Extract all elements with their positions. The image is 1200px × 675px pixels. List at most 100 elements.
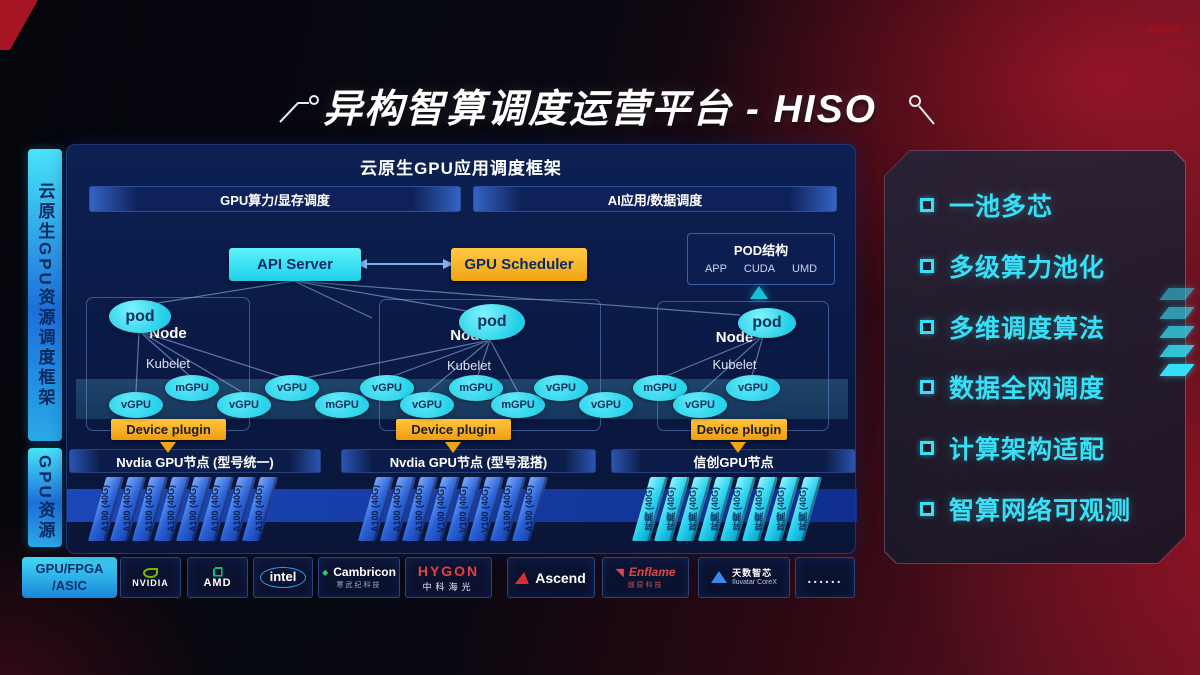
hw-type-line2: /ASIC <box>52 577 87 593</box>
vgpu-ellipse: vGPU <box>109 392 163 418</box>
stripe-icon <box>1159 345 1195 357</box>
device-plugin-3: Device plugin <box>691 419 787 440</box>
vgpu-ellipse: vGPU <box>265 375 319 401</box>
pod-ellipse-2: pod <box>459 304 525 340</box>
square-bullet-icon <box>920 259 934 273</box>
corner-accent <box>0 0 38 50</box>
pod-structure-items: APP CUDA UMD <box>688 263 834 275</box>
enflame-logo-icon: ◥ <box>615 566 624 579</box>
ascend-logo-icon <box>514 571 532 584</box>
features-panel: 一池多芯多级算力池化 多维调度算法 数据全网调度 计算架构适配 智算网络可观测 <box>884 150 1186 564</box>
node-label-1: Node <box>149 325 187 342</box>
stripe-icon <box>1159 364 1195 376</box>
stripe-icon <box>1159 288 1195 300</box>
device-plugin-arrow-icon <box>445 442 461 453</box>
gpu-compute-scheduling-label: GPU算力/显存调度 <box>220 192 330 208</box>
kubelet-label-2: Kubelet <box>446 358 492 373</box>
square-bullet-icon <box>920 502 934 516</box>
circuit-deco-left <box>279 95 319 123</box>
square-bullet-icon <box>920 198 934 212</box>
hygon-logo-text: HYGON <box>417 562 480 579</box>
gpu-card-row-2: A100 (40G) A100 (40G) A100 (40G) V100 (40G)… <box>357 477 549 541</box>
nvidia-logo: NVIDIA <box>120 557 181 598</box>
nvidia-logo-text: NVIDIA <box>132 577 169 588</box>
pod-ellipse-1: pod <box>109 300 171 333</box>
stripe-icon <box>1159 307 1195 319</box>
feature-item: 计算架构适配 <box>920 430 1172 466</box>
feature-label: 智算网络可观测 <box>949 497 1132 526</box>
nvidia-logo-icon <box>143 567 158 578</box>
feature-label: 数据全网调度 <box>949 375 1106 404</box>
hw-type-line1: GPU/FPGA <box>35 560 104 576</box>
top-right-streak <box>1143 26 1183 33</box>
feature-item: 多级算力池化 <box>920 248 1172 284</box>
hygon-logo: HYGON 中科海光 <box>405 557 492 598</box>
main-architecture-panel: 云原生GPU应用调度框架 GPU算力/显存调度 AI应用/数据调度 API Se… <box>66 144 857 554</box>
vgpu-ellipse: vGPU <box>579 392 633 418</box>
pod-item-umd: UMD <box>792 263 818 275</box>
pod-ellipse-3: pod <box>738 308 796 338</box>
node-group-header-2: Nvdia GPU节点 (型号混搭) <box>341 449 596 473</box>
vgpu-ellipse: vGPU <box>217 392 271 418</box>
feature-label: 计算架构适配 <box>949 436 1106 465</box>
node-group-header-1: Nvdia GPU节点 (型号统一) <box>69 449 321 473</box>
pod-item-cuda: CUDA <box>743 263 776 275</box>
gpu-compute-scheduling-bar: GPU算力/显存调度 <box>89 186 461 212</box>
iluvatar-logo-row: 天数智芯 Iluvatar CoreX <box>711 568 777 586</box>
vgpu-ellipse: vGPU <box>673 392 727 418</box>
hazard-stripes <box>1159 288 1195 383</box>
cambricon-logo-icon: ◆ <box>322 567 329 577</box>
device-plugin-1: Device plugin <box>111 419 226 440</box>
feature-item: 智算网络可观测 <box>920 491 1172 527</box>
hygon-logo-subtext: 中科海光 <box>422 581 475 592</box>
more-logo: ...... <box>795 557 855 598</box>
cambricon-logo-text: Cambricon <box>333 565 396 579</box>
sidebar-scheduling-framework-label: 云原生GPU资源调度框架 <box>35 182 55 408</box>
iluvatar-logo-textcol: 天数智芯 Iluvatar CoreX <box>732 568 777 586</box>
sidebar-gpu-resources: GPU资源 <box>28 448 62 547</box>
top-right-streak <box>1157 40 1197 47</box>
intel-logo: intel <box>253 557 313 598</box>
ascend-logo: Ascend <box>507 557 595 598</box>
feature-label: 一池多芯 <box>949 192 1054 221</box>
panel-title: 云原生GPU应用调度框架 <box>360 159 562 178</box>
enflame-logo-text: Enflame <box>628 565 676 579</box>
feature-label: 多维调度算法 <box>949 314 1106 343</box>
hw-type-box: GPU/FPGA /ASIC <box>22 557 117 598</box>
feature-label: 多级算力池化 <box>949 253 1106 282</box>
gpu-card-row-3: 昇腾 (40G) 昇腾 (40G) 昇腾 (40G) 昇腾 (40G) 昇腾 (40G)… <box>631 477 823 541</box>
vgpu-ellipse: vGPU <box>534 375 588 401</box>
mgpu-ellipse: mGPU <box>315 392 369 418</box>
iluvatar-logo: 天数智芯 Iluvatar CoreX <box>698 557 790 598</box>
gpu-scheduler-box: GPU Scheduler <box>451 248 587 281</box>
more-vendors-text: ...... <box>807 569 843 586</box>
pod-structure-box: POD结构 APP CUDA UMD <box>687 233 835 285</box>
square-bullet-icon <box>920 320 934 334</box>
feature-item: 一池多芯 <box>920 187 1172 223</box>
circuit-deco-right <box>909 95 935 125</box>
device-plugin-arrow-icon <box>160 442 176 453</box>
gpu-card-row-1: A100 (40G) A100 (40G) A100 (40G) A100 (40G)… <box>87 477 279 541</box>
intel-logo-text: intel <box>259 567 307 588</box>
feature-item: 多维调度算法 <box>920 309 1172 345</box>
mgpu-ellipse: mGPU <box>165 375 219 401</box>
cambricon-logo-subtext: 寒武纪科技 <box>336 582 382 589</box>
kubelet-label-3: Kubelet <box>712 357 757 372</box>
ascend-logo-text: Ascend <box>535 569 586 586</box>
enflame-logo-subtext: 燧原科技 <box>627 582 664 589</box>
sidebar-scheduling-framework: 云原生GPU资源调度框架 <box>28 149 62 441</box>
square-bullet-icon <box>920 441 934 455</box>
device-plugin-2: Device plugin <box>396 419 511 440</box>
device-plugin-arrow-icon <box>730 442 746 453</box>
iluvatar-logo-text: 天数智芯 <box>732 568 773 579</box>
vgpu-ellipse: vGPU <box>726 375 780 401</box>
feature-item: 数据全网调度 <box>920 369 1172 405</box>
enflame-logo-row: ◥ Enflame <box>615 565 675 579</box>
ai-data-scheduling-bar: AI应用/数据调度 <box>473 186 837 212</box>
pod-item-app: APP <box>704 263 727 275</box>
iluvatar-logo-subtext: Iluvatar CoreX <box>732 578 777 586</box>
sidebar-gpu-resources-label: GPU资源 <box>35 454 55 541</box>
feature-list: 一池多芯多级算力池化 多维调度算法 数据全网调度 计算架构适配 智算网络可观测 <box>920 162 1172 552</box>
mgpu-ellipse: mGPU <box>491 392 545 418</box>
